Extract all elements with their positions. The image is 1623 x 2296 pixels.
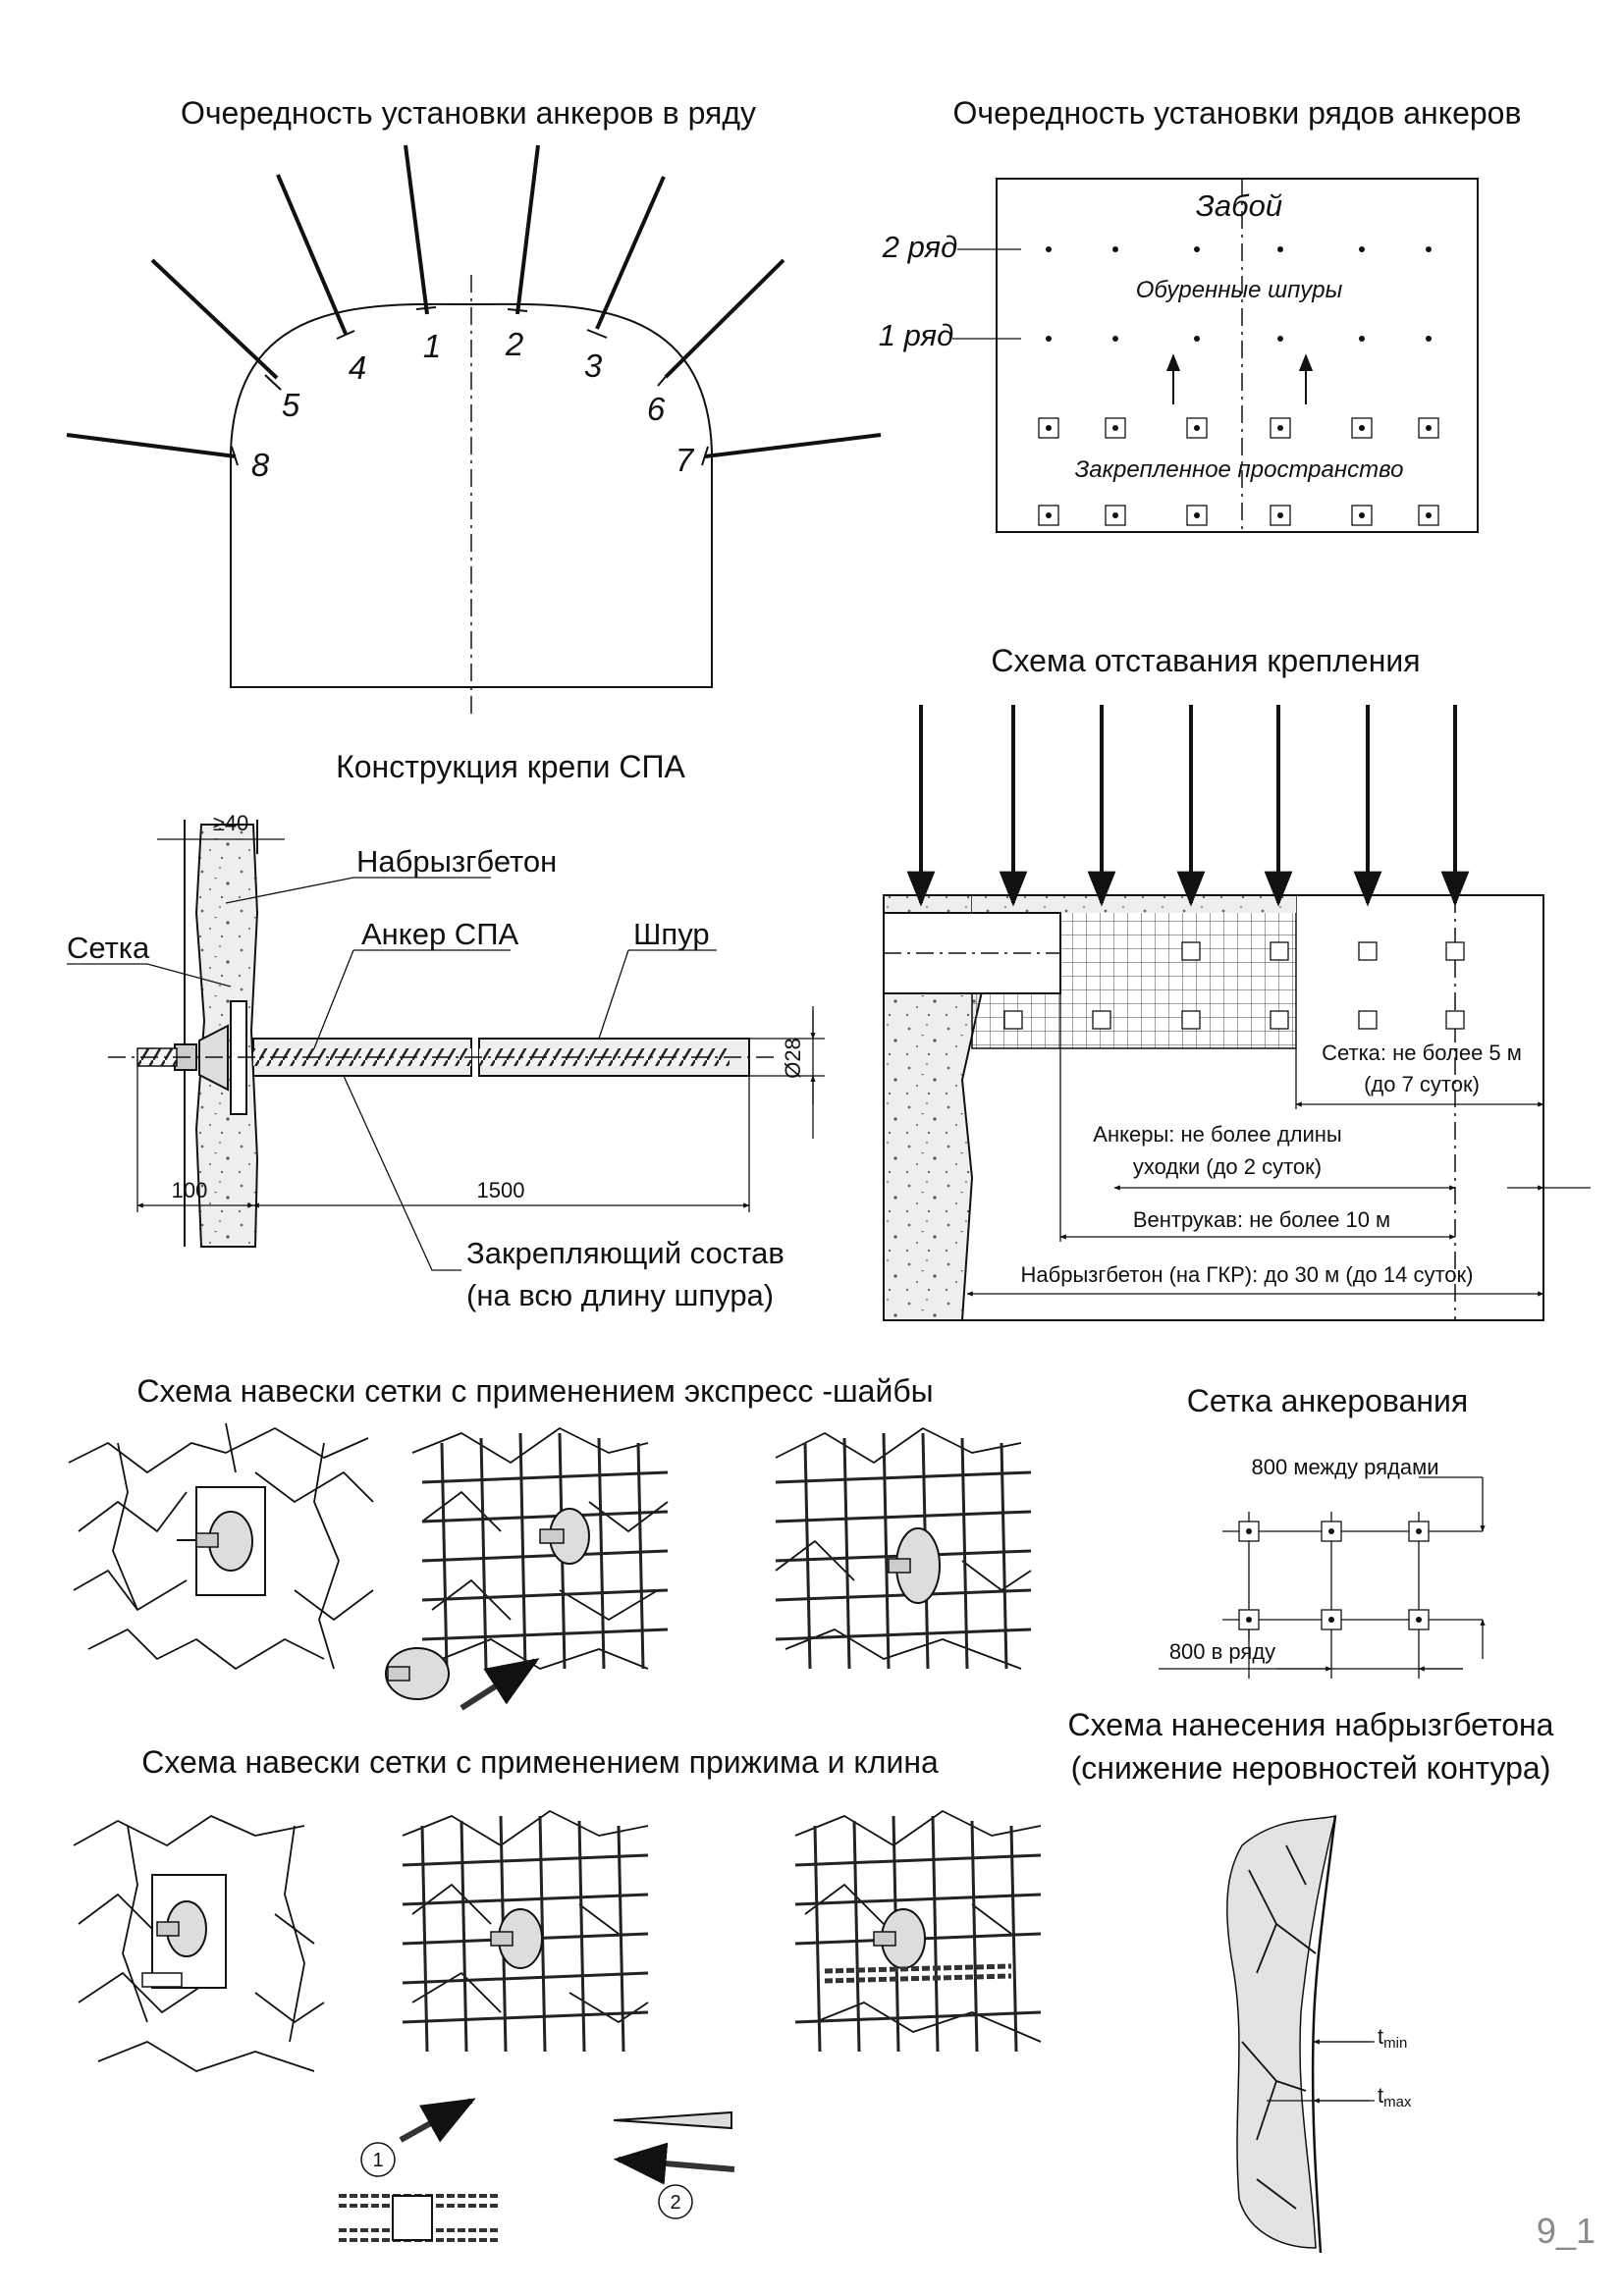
in-row-label: 800 в ряду [1169, 1639, 1275, 1664]
tunnel-arch-diagram: 1 2 3 4 5 6 7 8 [66, 144, 882, 717]
express-washer-sketch-3 [775, 1427, 1032, 1670]
shotcrete-surface [1311, 1815, 1337, 2254]
anchor-label: Анкер СПА [361, 917, 518, 951]
title-anchor-grid: Сетка анкерования [1187, 1383, 1468, 1418]
title-anchor-order: Очередность установки анкеров в ряду [181, 95, 756, 131]
clamp-wedge-sketch-2: 1 2 [339, 1810, 735, 2242]
installed-anchors [1038, 417, 1439, 526]
anchor-grid-diagram: 800 между рядами 800 в ряду [1159, 1455, 1486, 1679]
spa-design-diagram: ≥40 Ø28 100 1500 Набрызгбетон Сетка Анке… [67, 811, 825, 1312]
anchor-rods [66, 144, 882, 458]
title-row-order: Очередность установки рядов анкеров [953, 95, 1522, 131]
tmin-label: tmin [1378, 2024, 1407, 2052]
shotcrete-leader [225, 877, 491, 904]
shotcrete-label: Набрызгбетон [356, 844, 557, 879]
anchor-lag-label: Анкеры: не более длины [1093, 1122, 1341, 1147]
shotcrete-lag-label: Набрызгбетон (на ГКР): до 30 м (до 14 су… [1021, 1262, 1474, 1287]
title-spa-design: Конструкция крепи СПА [336, 749, 685, 784]
rod-body-1 [253, 1048, 471, 1066]
hole-label: Шпур [633, 917, 710, 951]
between-rows-label: 800 между рядами [1252, 1455, 1439, 1479]
lag-anchors [906, 705, 1470, 907]
lag-frame [883, 894, 1544, 1321]
clamp-wedge-sketch-3 [794, 1810, 1042, 2053]
grout-leader [343, 1075, 461, 1271]
lag-anchor-plates [1003, 941, 1465, 1030]
anchor-number: 3 [584, 347, 603, 384]
anchor-number: 7 [676, 442, 695, 478]
anchor-number: 5 [282, 387, 300, 423]
vent-lag-label: Вентрукав: не более 10 м [1133, 1207, 1390, 1232]
anchor-number: 4 [349, 349, 366, 386]
anchor-number: 2 [505, 326, 523, 362]
row1-label: 1 ряд [879, 318, 953, 352]
anchor-number: 6 [647, 391, 666, 427]
face-label: Забой [1196, 188, 1282, 223]
secured-space-label: Закрепленное пространство [1075, 456, 1404, 483]
anchor-leader [313, 949, 511, 1049]
anchor-lag-days: уходки (до 2 суток) [1133, 1154, 1322, 1179]
grout-sublabel: (на всю длину шпура) [466, 1278, 774, 1312]
anchor-ticks [231, 306, 709, 466]
drilled-holes-label: Обуренные шпуры [1136, 277, 1343, 303]
hole-leader [598, 949, 717, 1040]
title-lag-scheme: Схема отставания крепления [991, 643, 1420, 678]
title-clamp-wedge: Схема навески сетки с применением прижим… [141, 1744, 939, 1780]
mesh-leader [67, 963, 232, 988]
row2-label: 2 ряд [882, 230, 957, 264]
lag-scheme-diagram: Сетка: не более 5 м (до 7 суток) Анкеры:… [883, 705, 1591, 1321]
dim-100-label: 100 [172, 1178, 208, 1202]
shotcrete-layer [972, 895, 1296, 913]
title-shotcrete-scheme: Схема нанесения набрызгбетона [1068, 1707, 1554, 1742]
mesh-lag-days: (до 7 суток) [1364, 1072, 1480, 1096]
express-washer-sketch-1 [68, 1422, 374, 1670]
tmax-label: tmax [1378, 2083, 1412, 2110]
subtitle-shotcrete-scheme: (снижение неровностей контура) [1071, 1750, 1551, 1786]
face-plan-frame [996, 178, 1479, 533]
mesh-label: Сетка [67, 931, 150, 965]
mesh-lag-label: Сетка: не более 5 м [1322, 1041, 1522, 1065]
anchor-number: 1 [423, 328, 441, 364]
step-1-label: 1 [372, 2150, 383, 2171]
step-2-label: 2 [670, 2192, 680, 2214]
page-number: 9_1 [1537, 2211, 1596, 2251]
dim-40-label: ≥40 [213, 811, 249, 835]
row-order-diagram: Забой 2 ряд 1 ряд Обуренные шпуры Закреп… [879, 178, 1479, 533]
grout-label: Закрепляющий состав [466, 1236, 784, 1270]
drilled-holes [1046, 246, 1432, 342]
express-washer-sketch-2 [385, 1427, 669, 1711]
title-express-washer: Схема навески сетки с применением экспре… [136, 1373, 933, 1409]
dim-1500-label: 1500 [477, 1178, 525, 1202]
tunnel-profile [230, 302, 713, 688]
diameter-label: Ø28 [781, 1038, 805, 1079]
anchor-number: 8 [251, 447, 270, 483]
clamp-wedge-sketch-1 [73, 1815, 325, 2072]
grid-anchors [1238, 1521, 1430, 1630]
rock-mass [1226, 1814, 1337, 2249]
shotcrete-profile-diagram: tmin tmax [1226, 1814, 1412, 2254]
